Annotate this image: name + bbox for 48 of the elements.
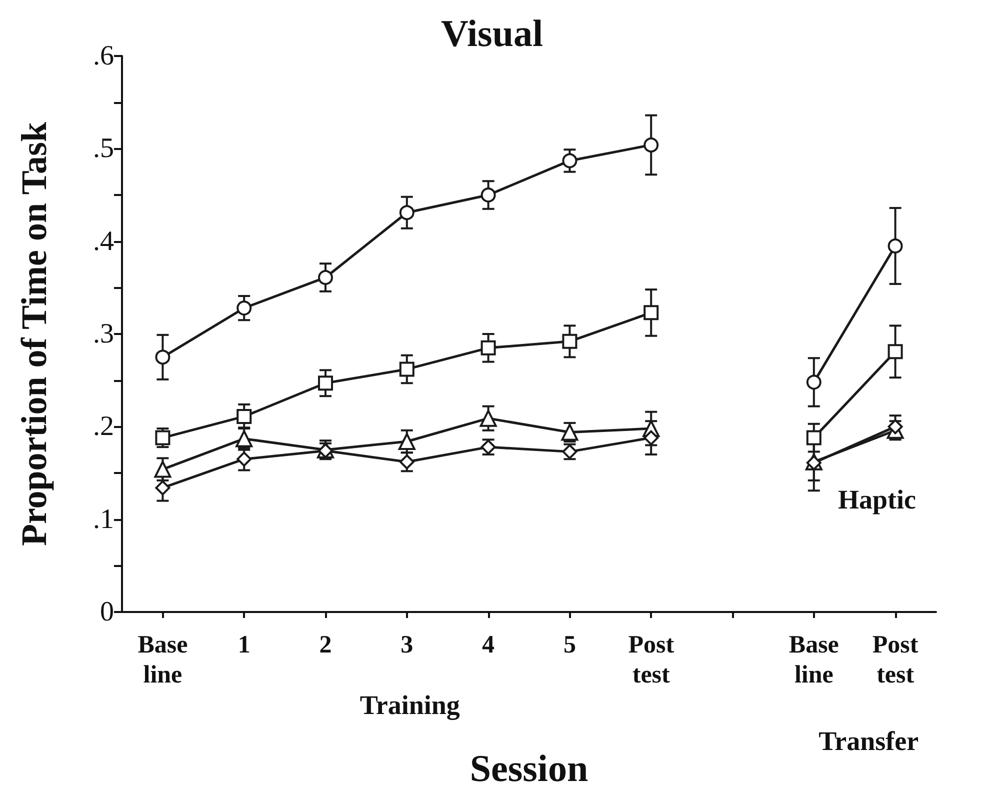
x-tick-label: 5 bbox=[563, 632, 576, 658]
point bbox=[480, 340, 496, 356]
point bbox=[155, 350, 170, 365]
point bbox=[155, 480, 170, 496]
x-tick-label: 3 bbox=[400, 632, 414, 658]
y-tick-label: .1 bbox=[93, 504, 114, 535]
text: Transfer bbox=[818, 726, 919, 756]
point bbox=[480, 410, 497, 427]
point bbox=[399, 362, 414, 377]
y-tick-label: .4 bbox=[93, 226, 114, 257]
y-tick-label: .2 bbox=[93, 411, 114, 442]
point bbox=[236, 430, 253, 448]
point bbox=[398, 432, 416, 450]
x-tick-label: Base line bbox=[138, 632, 188, 688]
point bbox=[155, 430, 170, 446]
point bbox=[888, 419, 903, 434]
point bbox=[562, 334, 578, 349]
point bbox=[154, 460, 172, 478]
point bbox=[644, 430, 659, 446]
text: Training bbox=[360, 690, 460, 720]
point bbox=[318, 376, 333, 391]
x-tick-label: Post test bbox=[628, 632, 675, 688]
annotation: Haptic bbox=[838, 484, 916, 514]
point bbox=[888, 344, 903, 360]
x-tick-label: Base line bbox=[788, 632, 839, 688]
x-tick-label: 1 bbox=[238, 632, 250, 658]
y-tick-label: .5 bbox=[93, 133, 114, 164]
y-tick-label: 0 bbox=[100, 596, 114, 628]
point bbox=[236, 300, 252, 316]
point bbox=[888, 238, 903, 254]
x-tick-label: 4 bbox=[482, 632, 496, 658]
y-axis-title: Proportion of Time on Task bbox=[14, 122, 54, 546]
point bbox=[399, 205, 414, 220]
point bbox=[644, 137, 659, 152]
point bbox=[806, 430, 822, 446]
x-axis-title: Session bbox=[470, 748, 588, 790]
point bbox=[480, 188, 496, 202]
point bbox=[318, 270, 333, 285]
point bbox=[236, 408, 252, 424]
y-tick-label: .3 bbox=[93, 318, 114, 350]
point bbox=[236, 452, 252, 467]
point bbox=[644, 305, 659, 320]
point bbox=[562, 153, 578, 168]
x-tick-label: 2 bbox=[319, 632, 332, 658]
point bbox=[806, 374, 822, 390]
x-tick-label: Post test bbox=[872, 632, 919, 688]
chart-title: Visual bbox=[440, 13, 544, 55]
y-tick-label: .6 bbox=[93, 40, 114, 72]
